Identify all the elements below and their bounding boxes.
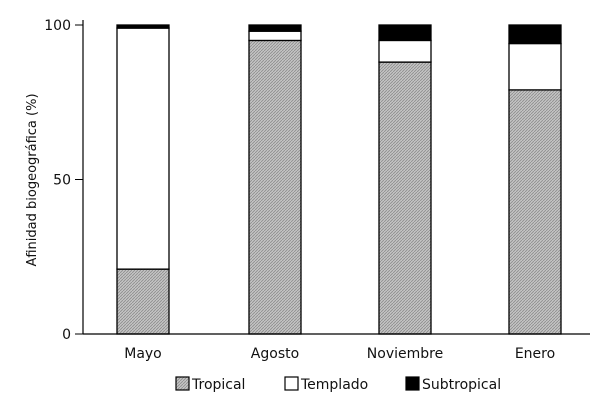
legend-label-subtropical: Subtropical <box>422 377 501 393</box>
bar-segment-subtropical-enero <box>508 24 562 45</box>
legend-swatch-subtropical <box>405 376 420 391</box>
x-tick-label: Enero <box>515 346 555 362</box>
legend-label-tropical: Tropical <box>191 377 245 393</box>
bar-segment-tropical-mayo <box>116 268 170 335</box>
y-tick-label: 0 <box>62 327 71 343</box>
bar-segment-templado-noviembre <box>378 39 432 63</box>
legend-swatch-tropical <box>175 376 190 391</box>
x-tick-label: Noviembre <box>367 346 443 362</box>
bar-segment-tropical-agosto <box>248 39 302 335</box>
legend-swatch-templado <box>284 376 299 391</box>
bar-segment-subtropical-noviembre <box>378 24 432 42</box>
y-tick-label: 100 <box>44 18 71 34</box>
bar-segment-tropical-noviembre <box>378 61 432 335</box>
bar-segment-templado-agosto <box>248 30 302 42</box>
y-axis-label: Afinidad biogeográfica (%) <box>25 93 40 266</box>
bar-segment-subtropical-mayo <box>116 24 170 29</box>
y-tick-label: 50 <box>53 173 71 189</box>
bar-segment-subtropical-agosto <box>248 24 302 32</box>
bar-segment-templado-enero <box>508 42 562 91</box>
x-tick-label: Agosto <box>251 346 299 362</box>
bar-segment-tropical-enero <box>508 89 562 335</box>
x-tick-label: Mayo <box>124 346 162 362</box>
legend-label-templado: Templado <box>300 377 368 393</box>
bar-segment-templado-mayo <box>116 27 170 270</box>
